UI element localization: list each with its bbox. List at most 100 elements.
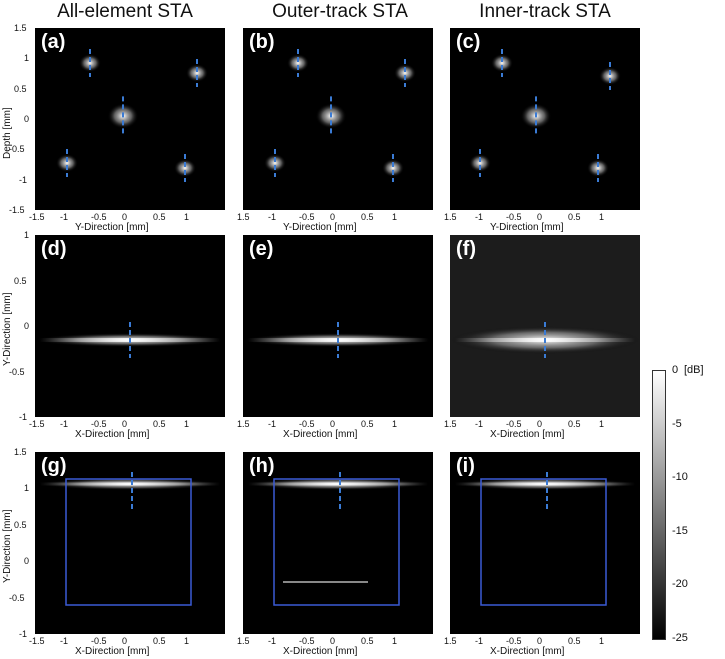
colorbar-tick-label: -5 <box>672 417 682 430</box>
x-tick-label: -0.5 <box>506 419 522 429</box>
panel-label: (a) <box>41 31 66 53</box>
y-tick-label: -1 <box>19 629 28 639</box>
y-tick-label: 0 <box>24 114 30 124</box>
scatterer-spot <box>186 64 208 82</box>
x-tick-label: 1.5 <box>237 212 250 222</box>
x-tick-label: 0.5 <box>153 419 166 429</box>
scatterer-spot <box>287 54 309 72</box>
scatterer-spot <box>599 67 621 85</box>
panel-image <box>56 49 208 182</box>
x-tick-label: 1 <box>184 419 190 429</box>
y-tick-label: -0.5 <box>9 144 25 155</box>
panel-label: (g) <box>41 455 67 477</box>
x-tick-label: -1 <box>60 419 69 429</box>
panel-image <box>248 472 428 606</box>
x-tick-label: 0 <box>537 419 543 429</box>
x-tick-label: 1 <box>599 212 605 222</box>
x-tick-label: -1 <box>268 636 277 646</box>
panel-image <box>243 322 433 358</box>
panel-d: (d) <box>35 235 225 417</box>
x-tick-label: 1 <box>599 419 605 429</box>
x-tick-label: -1 <box>268 419 277 429</box>
panel-image <box>35 322 225 358</box>
scatterer-spot <box>174 159 196 177</box>
colorbar-tick-label: -10 <box>672 471 688 484</box>
x-tick-label: -1 <box>475 636 484 646</box>
y-tick-label: -0.5 <box>9 366 25 377</box>
x-tick-label: -0.5 <box>299 636 315 646</box>
x-tick-label: 1 <box>184 636 190 646</box>
x-tick-label: 1 <box>599 636 605 646</box>
panel-image <box>40 472 220 606</box>
x-tick-label: -1.5 <box>29 212 45 222</box>
scatterer-spot <box>56 154 78 172</box>
scatterer-spot <box>469 154 491 172</box>
scatterer-spot <box>491 54 513 72</box>
y-tick-label: 1 <box>24 53 30 64</box>
x-tick-label: -1 <box>475 419 484 429</box>
x-tick-label: 0.5 <box>361 419 374 429</box>
panel-c: (c) <box>450 28 640 210</box>
x-tick-label: -1.5 <box>29 419 45 429</box>
x-tick-label: -0.5 <box>299 419 315 429</box>
panel-b: (b) <box>243 28 433 210</box>
x-tick-label: -0.5 <box>91 636 107 646</box>
x-tick-label: 0.5 <box>568 636 581 646</box>
x-tick-label: 1 <box>392 212 398 222</box>
colorbar-unit: [dB] <box>684 364 704 376</box>
scatterer-spot <box>79 54 101 72</box>
panel-label: (c) <box>456 31 481 53</box>
scatterer-spot <box>264 154 286 172</box>
y-axis-label: Depth [mm] <box>2 107 13 159</box>
panel-label: (b) <box>249 31 275 53</box>
x-tick-label: 0 <box>330 636 336 646</box>
weak-echo <box>283 581 368 583</box>
x-tick-label: 0.5 <box>568 212 581 222</box>
y-tick-label: 0 <box>24 321 30 331</box>
panel-label: (h) <box>249 455 275 477</box>
scatterer-spot <box>587 159 609 177</box>
x-tick-label: -1 <box>268 212 277 222</box>
x-tick-label: -1 <box>475 212 484 222</box>
region-box <box>65 478 192 606</box>
x-axis-label: Y-Direction [mm] <box>75 222 149 233</box>
panel-g: (g) <box>35 452 225 634</box>
panel-h: (h) <box>243 452 433 634</box>
x-axis-label: X-Direction [mm] <box>490 429 565 440</box>
y-tick-label: 0.5 <box>14 83 27 94</box>
panel-label: (f) <box>456 238 476 260</box>
x-tick-label: 0.5 <box>153 636 166 646</box>
y-tick-label: -1 <box>19 412 28 422</box>
panel-image <box>455 472 635 606</box>
column-title-inner-track: Inner-track STA <box>479 1 611 22</box>
scatterer-spot <box>394 64 416 82</box>
x-tick-label: 0.5 <box>568 419 581 429</box>
y-tick-label: -1.5 <box>9 205 25 215</box>
panel-f: (f) <box>450 235 640 417</box>
x-tick-label: 0.5 <box>361 636 374 646</box>
panel-label: (i) <box>456 455 475 477</box>
x-tick-label: 0 <box>330 419 336 429</box>
panel-image <box>450 235 640 417</box>
x-tick-label: 0 <box>122 419 128 429</box>
panel-image <box>264 49 416 182</box>
colorbar-tick-label: 0 <box>672 364 679 376</box>
y-tick-label: 1 <box>24 483 30 494</box>
x-tick-label: -0.5 <box>506 212 522 222</box>
y-axis-label: Y-Direction [mm] <box>2 509 13 583</box>
panel-label: (d) <box>41 238 67 260</box>
x-tick-label: 1.5 <box>444 419 457 429</box>
x-tick-label: 1.5 <box>237 419 250 429</box>
x-tick-label: -0.5 <box>299 212 315 222</box>
x-tick-label: 0.5 <box>153 212 166 222</box>
x-tick-label: -0.5 <box>91 419 107 429</box>
y-tick-label: 1.5 <box>14 23 27 33</box>
colorbar-tick-label: -25 <box>672 632 688 644</box>
x-axis-label: X-Direction [mm] <box>490 646 565 657</box>
colorbar-tick-label: -15 <box>672 524 688 537</box>
column-title-outer-track: Outer-track STA <box>272 1 408 22</box>
region-box <box>480 478 607 606</box>
x-tick-label: 0 <box>537 212 543 222</box>
y-tick-label: 1.5 <box>14 447 27 457</box>
x-tick-label: 1 <box>392 636 398 646</box>
